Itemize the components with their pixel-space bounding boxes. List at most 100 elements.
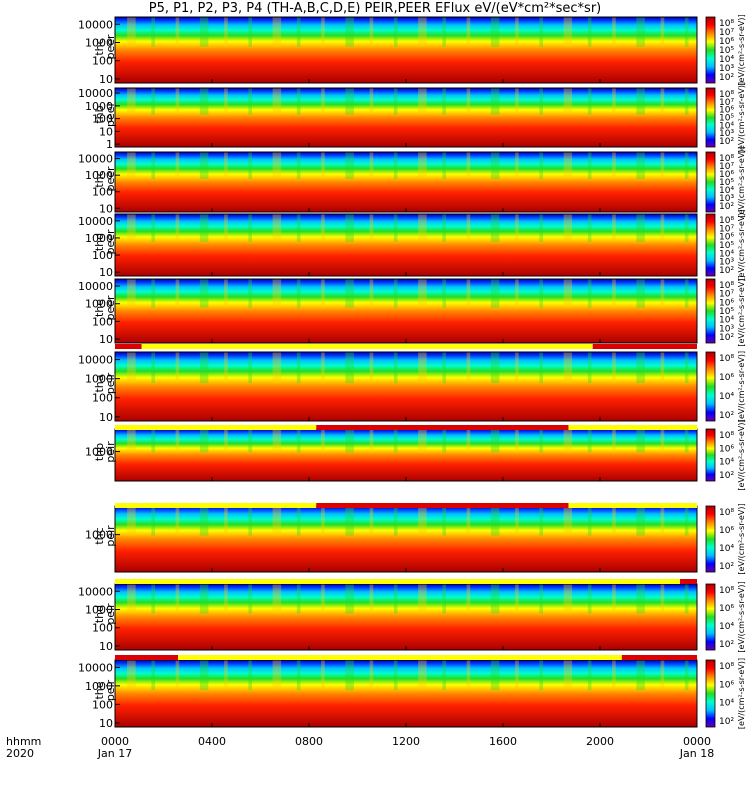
colorbar-tick: 10⁷ xyxy=(719,224,734,234)
xtick-label: 0800 xyxy=(295,735,323,748)
colorbar-tick: 10⁸ xyxy=(719,19,734,29)
ytick-label: 10000 xyxy=(78,661,113,674)
colorbar-label: [eV/(cm²-s-sr-eV)] xyxy=(737,14,746,85)
ytick-label: 1000 xyxy=(85,232,113,245)
colorbar-tick: 10³ xyxy=(719,64,734,74)
ytick-label: 100 xyxy=(92,622,113,635)
colorbar-2 xyxy=(705,87,716,148)
colorbar-tick: 10⁵ xyxy=(719,114,734,124)
spectrogram-panel-1 xyxy=(115,17,697,83)
colorbar-label: [eV/(cm²-s-sr-eV)] xyxy=(737,146,746,217)
colorbar-tick: 10⁴ xyxy=(719,622,734,632)
colorbar-tick: 10⁸ xyxy=(719,90,734,100)
colorbar-tick: 10⁵ xyxy=(719,241,734,251)
colorbar-tick: 10³ xyxy=(719,194,734,204)
ylabel-instrument: thb xyxy=(93,443,106,461)
ytick-label: 10 xyxy=(99,717,113,730)
ylabel-product: peer xyxy=(104,295,117,321)
colorbar-tick: 10⁴ xyxy=(719,121,734,131)
status-bar-segment xyxy=(115,425,317,430)
colorbar-tick: 10⁴ xyxy=(719,55,734,65)
xtick-label: 0400 xyxy=(198,735,226,748)
colorbar-8 xyxy=(705,505,716,573)
colorbar-tick: 10⁸ xyxy=(719,281,734,291)
colorbar-tick: 10⁶ xyxy=(719,604,734,614)
spectrogram-panel-5 xyxy=(115,279,697,343)
colorbar-tick: 10⁵ xyxy=(719,178,734,188)
ytick-label: 1 xyxy=(106,138,113,151)
colorbar-4 xyxy=(705,213,716,277)
colorbar-tick: 10⁸ xyxy=(719,216,734,226)
colorbar-tick: 10⁸ xyxy=(719,586,734,596)
colorbar-tick: 10⁶ xyxy=(719,680,734,690)
status-bar-segment xyxy=(680,579,697,584)
colorbar-tick: 10² xyxy=(719,640,734,650)
ytick-label: 10 xyxy=(99,266,113,279)
ytick-label: 10000 xyxy=(78,354,113,367)
colorbar-tick: 10⁸ xyxy=(719,508,734,518)
colorbar-tick: 10⁴ xyxy=(719,186,734,196)
date-label-end: Jan 18 xyxy=(679,747,714,760)
ytick-label: 10000 xyxy=(78,153,113,166)
ylabel-product: peer xyxy=(104,102,117,128)
colorbar-tick: 10⁶ xyxy=(719,444,734,454)
status-bar-segment xyxy=(115,503,317,508)
status-bar-segment xyxy=(115,344,142,349)
colorbar-9 xyxy=(705,583,716,651)
status-bar-segment xyxy=(568,425,697,430)
colorbar-label: [eV/(cm²-s-sr-eV)] xyxy=(737,275,746,346)
ytick-label: 1000 xyxy=(85,169,113,182)
ytick-label: 10000 xyxy=(78,585,113,598)
colorbar-tick: 10⁶ xyxy=(719,233,734,243)
spectrogram-panel-9 xyxy=(115,584,697,650)
colorbar-tick: 10⁶ xyxy=(719,526,734,536)
colorbar-tick: 10² xyxy=(719,411,734,421)
status-bar-segment xyxy=(115,655,179,660)
status-bar-segment xyxy=(115,579,681,584)
ytick-label: 1000 xyxy=(85,603,113,616)
colorbar-6 xyxy=(705,351,716,422)
colorbar-tick: 10² xyxy=(719,562,734,572)
xtick-label: 1200 xyxy=(392,735,420,748)
ytick-label: 10 xyxy=(99,125,113,138)
ytick-label: 1000 xyxy=(85,529,113,542)
ylabel-product: peer xyxy=(104,34,117,60)
ytick-label: 1000 xyxy=(85,36,113,49)
status-bar-segment xyxy=(592,344,697,349)
colorbar-tick: 10² xyxy=(719,137,734,147)
ytick-label: 100 xyxy=(92,392,113,405)
colorbar-tick: 10⁶ xyxy=(719,170,734,180)
colorbar-label: [eV/(cm²-s-sr-eV)] xyxy=(737,658,746,729)
spectrogram-panel-3 xyxy=(115,152,697,212)
colorbar-tick: 10⁷ xyxy=(719,98,734,108)
colorbar-tick: 10⁶ xyxy=(719,298,734,308)
ylabel-instrument: thc xyxy=(93,170,106,187)
spectrogram-panel-6 xyxy=(115,352,697,421)
ytick-label: 100 xyxy=(92,315,113,328)
colorbar-tick: 10⁴ xyxy=(719,458,734,468)
xtick-label: 0000 xyxy=(683,735,711,748)
spectrogram-panel-10 xyxy=(115,660,697,727)
ytick-label: 1000 xyxy=(85,680,113,693)
chart-title: P5, P1, P2, P3, P4 (TH-A,B,C,D,E) PEIR,P… xyxy=(148,1,602,16)
spectrogram-panel-2 xyxy=(115,88,697,147)
colorbar-tick: 10⁸ xyxy=(719,354,734,364)
ytick-label: 1000 xyxy=(85,100,113,113)
ylabel-product: peir xyxy=(104,679,117,701)
ylabel-instrument: thb xyxy=(93,105,106,123)
colorbar-tick: 10⁸ xyxy=(719,431,734,441)
colorbar-tick: 10³ xyxy=(719,129,734,139)
colorbar-tick: 10⁴ xyxy=(719,249,734,259)
colorbar-1 xyxy=(705,16,716,84)
colorbar-label: [eV/(cm²-s-sr-eV)] xyxy=(737,82,746,153)
colorbar-tick: 10⁴ xyxy=(719,316,734,326)
colorbar-tick: 10⁶ xyxy=(719,37,734,47)
ytick-label: 1000 xyxy=(85,373,113,386)
